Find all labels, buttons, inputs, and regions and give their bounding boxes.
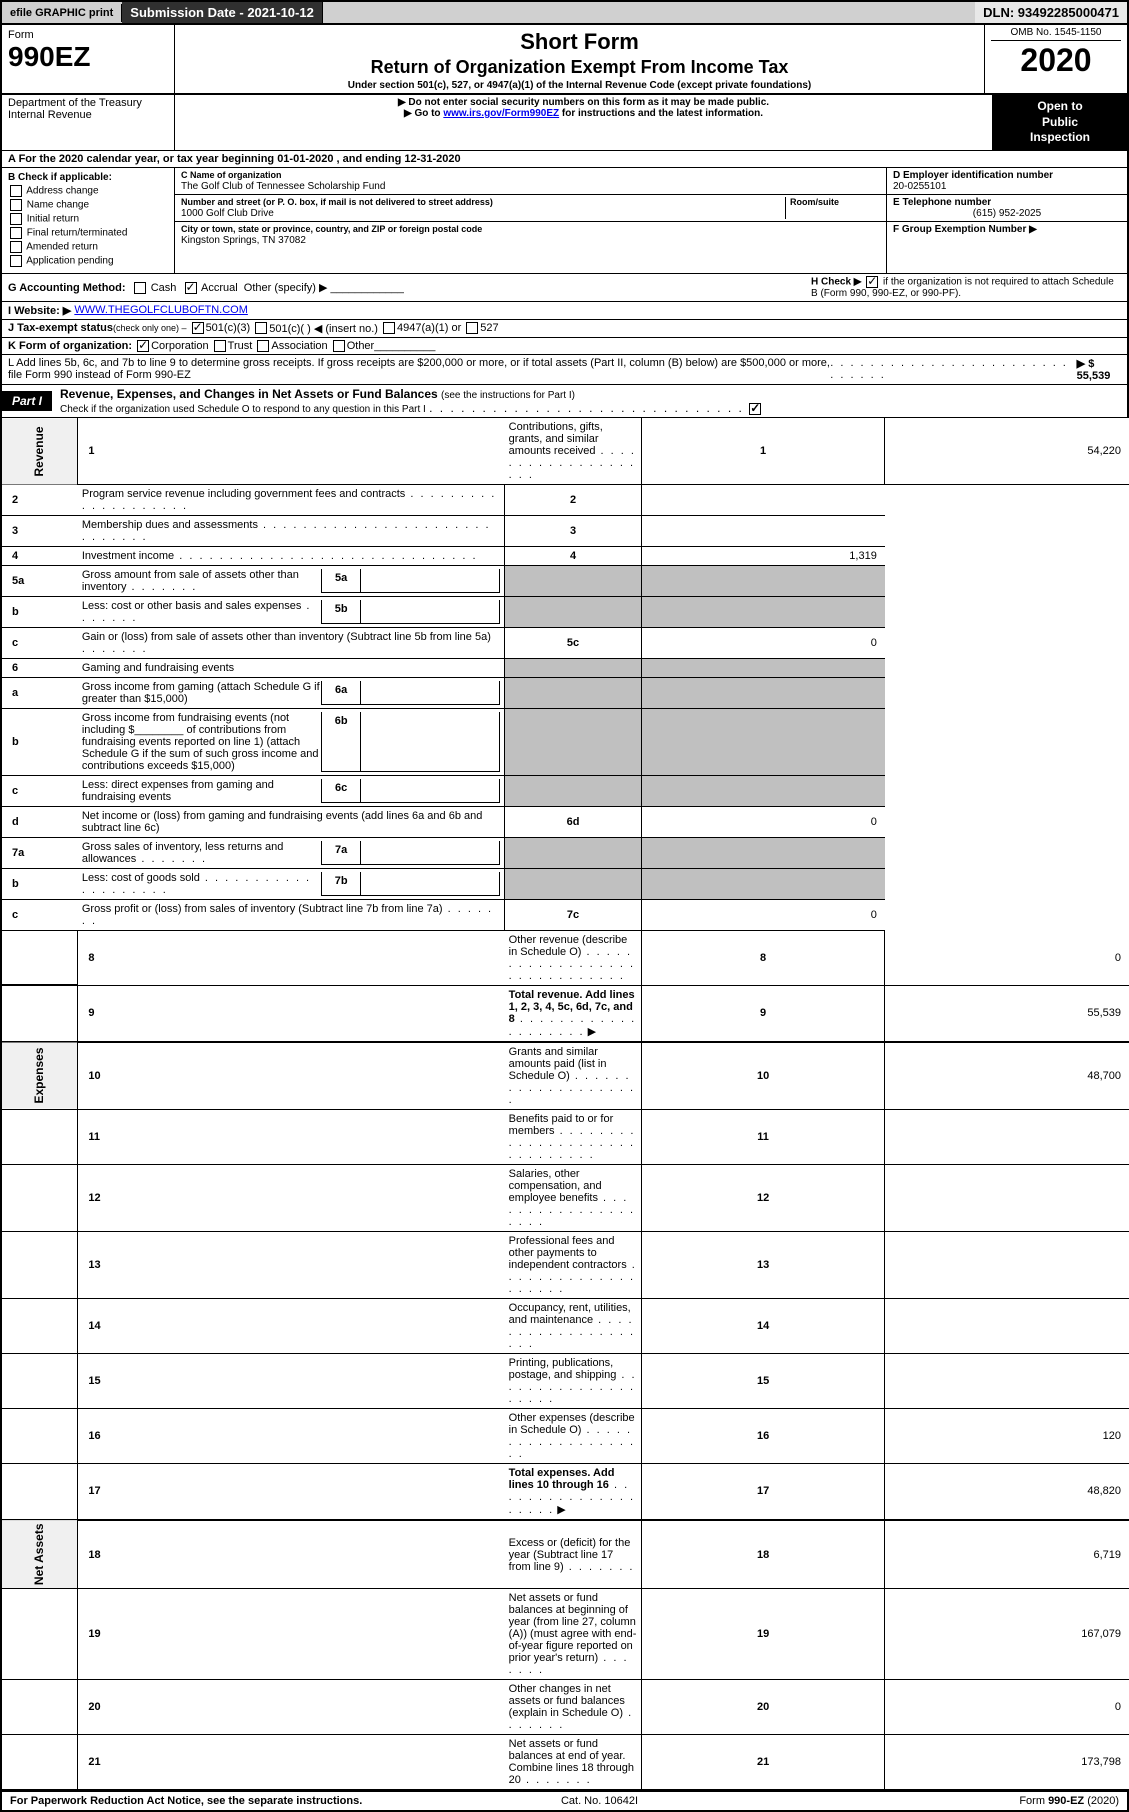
cb-trust[interactable] xyxy=(214,340,226,352)
dept-row: Department of the Treasury Internal Reve… xyxy=(0,95,1129,151)
line-num: 1 xyxy=(78,418,505,485)
line-val: 54,220 xyxy=(885,418,1129,485)
section-a-tax-year: A For the 2020 calendar year, or tax yea… xyxy=(0,151,1129,168)
org-name: The Golf Club of Tennessee Scholarship F… xyxy=(181,181,385,192)
expenses-side-label: Expenses xyxy=(1,1042,78,1110)
form-header: Form 990EZ Short Form Return of Organiza… xyxy=(0,25,1129,95)
omb-number: OMB No. 1545-1150 xyxy=(991,27,1121,41)
title-box: Short Form Return of Organization Exempt… xyxy=(175,25,985,93)
cb-other-org[interactable] xyxy=(333,340,345,352)
line-desc: Contributions, gifts, grants, and simila… xyxy=(505,418,642,485)
cb-527[interactable] xyxy=(466,322,478,334)
cb-assoc[interactable] xyxy=(257,340,269,352)
org-info-block: B Check if applicable: Address change Na… xyxy=(0,168,1129,274)
footer-right: Form 990-EZ (2020) xyxy=(1011,1792,1127,1810)
row-k-form-org: K Form of organization: Corporation Trus… xyxy=(0,338,1129,355)
netassets-side-label: Net Assets xyxy=(1,1520,78,1589)
footer-cat-no: Cat. No. 10642I xyxy=(553,1792,646,1810)
submission-date: Submission Date - 2021-10-12 xyxy=(122,2,323,23)
col-b-checkboxes: B Check if applicable: Address change Na… xyxy=(2,168,175,273)
note-goto: ▶ Go to www.irs.gov/Form990EZ for instru… xyxy=(181,108,986,119)
year-box: OMB No. 1545-1150 2020 xyxy=(985,25,1127,93)
tax-year: 2020 xyxy=(991,41,1121,79)
col-c-org: C Name of organization The Golf Club of … xyxy=(175,168,887,273)
footer-left: For Paperwork Reduction Act Notice, see … xyxy=(2,1792,370,1810)
dln-label: DLN: 93492285000471 xyxy=(975,2,1127,23)
cb-name-change[interactable]: Name change xyxy=(8,199,168,211)
col-b-header: B Check if applicable: xyxy=(8,172,168,183)
phone-row: E Telephone number (615) 952-2025 xyxy=(887,195,1127,222)
cb-sched-b[interactable] xyxy=(866,276,878,288)
org-address: 1000 Golf Club Drive xyxy=(181,208,274,219)
instructions-note: ▶ Do not enter social security numbers o… xyxy=(175,95,993,150)
dept-label: Department of the Treasury Internal Reve… xyxy=(2,95,175,150)
part-i-header: Part I Revenue, Expenses, and Changes in… xyxy=(0,385,1129,418)
cb-initial-return[interactable]: Initial return xyxy=(8,213,168,225)
line-ref: 1 xyxy=(641,418,884,485)
efile-label: efile GRAPHIC print xyxy=(2,4,122,22)
org-name-row: C Name of organization The Golf Club of … xyxy=(175,168,886,195)
cb-final-return[interactable]: Final return/terminated xyxy=(8,227,168,239)
part-i-title: Revenue, Expenses, and Changes in Net As… xyxy=(52,385,1127,417)
note-no-ssn: ▶ Do not enter social security numbers o… xyxy=(181,97,986,108)
efile-topbar: efile GRAPHIC print Submission Date - 20… xyxy=(0,0,1129,25)
revenue-side-label: Revenue xyxy=(1,418,78,485)
cb-amended-return[interactable]: Amended return xyxy=(8,241,168,253)
cb-corp[interactable] xyxy=(137,340,149,352)
org-city-row: City or town, state or province, country… xyxy=(175,222,886,248)
part-i-tab: Part I xyxy=(2,391,52,411)
short-form-title: Short Form xyxy=(181,29,978,55)
ein-row: D Employer identification number 20-0255… xyxy=(887,168,1127,195)
phone-value: (615) 952-2025 xyxy=(893,208,1121,219)
form-number-box: Form 990EZ xyxy=(2,25,175,93)
row-g-h: G Accounting Method: Cash Accrual Other … xyxy=(0,274,1129,302)
room-suite-label: Room/suite xyxy=(790,197,839,207)
page-footer: For Paperwork Reduction Act Notice, see … xyxy=(0,1791,1129,1812)
website-link[interactable]: WWW.THEGOLFCLUBOFTN.COM xyxy=(74,304,248,316)
cb-application-pending[interactable]: Application pending xyxy=(8,255,168,267)
col-def: D Employer identification number 20-0255… xyxy=(887,168,1127,273)
gross-receipts-value: ▶ $ 55,539 xyxy=(1077,357,1121,382)
row-l-gross-receipts: L Add lines 5b, 6c, and 7b to line 9 to … xyxy=(0,355,1129,385)
row-j-tax-exempt: J Tax-exempt status (check only one) – 5… xyxy=(0,320,1129,338)
cb-501c[interactable] xyxy=(255,322,267,334)
irs-link[interactable]: www.irs.gov/Form990EZ xyxy=(443,108,559,119)
accounting-method: G Accounting Method: Cash Accrual Other … xyxy=(8,281,811,294)
cb-501c3[interactable] xyxy=(192,322,204,334)
cb-4947a1[interactable] xyxy=(383,322,395,334)
form-number: 990EZ xyxy=(8,41,168,73)
part-i-table: Revenue 1 Contributions, gifts, grants, … xyxy=(0,418,1129,1792)
line-desc: Program service revenue including govern… xyxy=(78,484,505,515)
form-label: Form xyxy=(8,29,168,41)
cb-sched-o[interactable] xyxy=(749,403,761,415)
open-to-public-box: Open to Public Inspection xyxy=(993,95,1127,150)
cb-address-change[interactable]: Address change xyxy=(8,185,168,197)
cb-accrual[interactable] xyxy=(185,282,197,294)
cb-cash[interactable] xyxy=(134,282,146,294)
org-city: Kingston Springs, TN 37082 xyxy=(181,235,306,246)
line-num: 2 xyxy=(1,484,78,515)
group-exemption-row: F Group Exemption Number ▶ xyxy=(887,222,1127,237)
org-addr-row: Number and street (or P. O. box, if mail… xyxy=(175,195,886,222)
ein-value: 20-0255101 xyxy=(893,181,946,192)
subtitle: Under section 501(c), 527, or 4947(a)(1)… xyxy=(181,80,978,91)
row-i-website: I Website: ▶ WWW.THEGOLFCLUBOFTN.COM xyxy=(0,302,1129,320)
sched-b-note: H Check ▶ if the organization is not req… xyxy=(811,276,1121,299)
main-title: Return of Organization Exempt From Incom… xyxy=(181,57,978,78)
